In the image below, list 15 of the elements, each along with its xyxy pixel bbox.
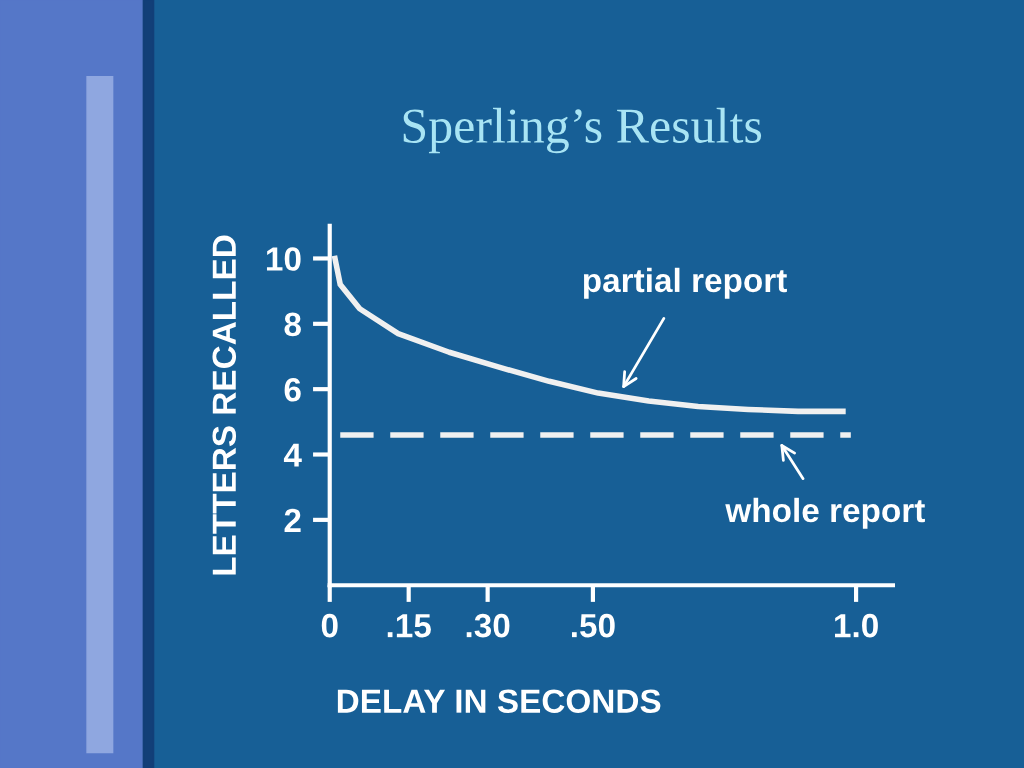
y-tick-label: 4 [283, 443, 302, 467]
annotation: whole report [725, 497, 925, 529]
y-tick-label: 2 [284, 508, 301, 532]
x-tick-label: .50 [572, 613, 615, 638]
x-tick-label: .30 [466, 613, 510, 638]
y-tick-label: 10 [266, 247, 301, 271]
x-tick-label: 0 [321, 613, 338, 638]
x-tick-label: 1.0 [835, 613, 878, 638]
annotation: partial report [583, 267, 787, 299]
y-tick-label: 8 [284, 312, 301, 337]
x-tick-label: .15 [387, 614, 431, 638]
chart-title: Sperling’s Results [403, 107, 762, 154]
x-axis-title: DELAY IN SECONDS [337, 689, 661, 713]
y-axis-title: LETTERS RECALLED [212, 235, 237, 575]
y-tick-label: 6 [284, 377, 301, 402]
